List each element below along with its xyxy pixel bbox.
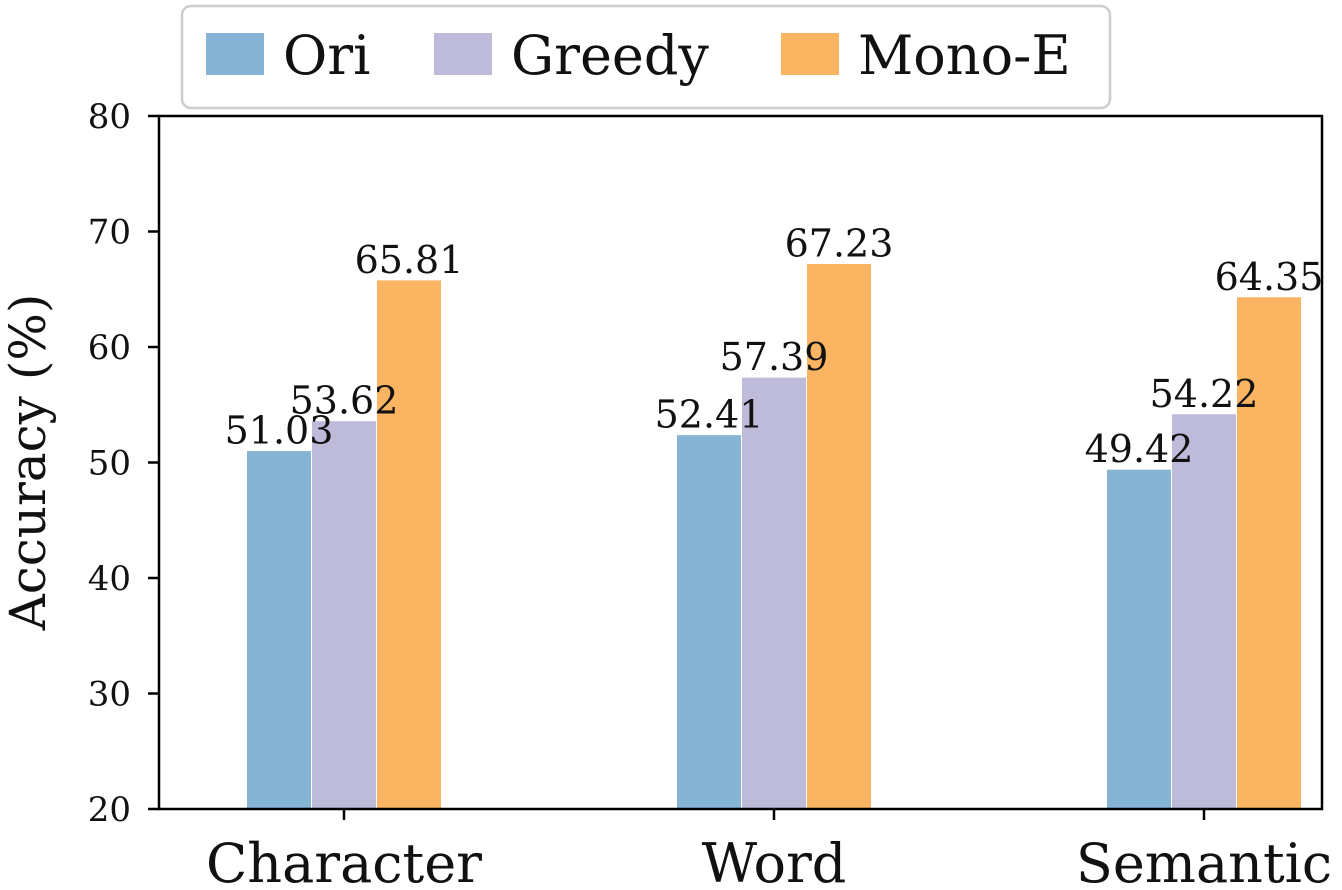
- data-label-mono-e-semantic: 64.35: [1215, 255, 1324, 299]
- x-axis: Character Word Semantic: [206, 809, 1332, 890]
- y-tick-label: 40: [88, 559, 131, 599]
- bar-ori-word: [676, 434, 742, 810]
- bar-mono-e-character: [376, 279, 442, 810]
- data-label-greedy-character: 53.62: [290, 379, 399, 423]
- y-tick-label: 70: [88, 213, 131, 253]
- legend-label-mono-e: Mono-E: [858, 24, 1071, 87]
- data-labels-layer: 51.03 52.41 49.42 53.62 57.39 54.22 65.81 67.23…: [225, 221, 1324, 471]
- bar-ori-semantic: [1106, 468, 1172, 810]
- legend-swatch-greedy: [434, 33, 492, 75]
- bar-ori-character: [246, 450, 312, 810]
- y-axis-title: Accuracy (%): [0, 294, 57, 632]
- legend-label-ori: Ori: [283, 24, 370, 87]
- legend-swatch-ori: [206, 33, 264, 75]
- bar-mono-e-word: [806, 262, 872, 810]
- bars-layer: [246, 262, 1302, 810]
- data-label-greedy-word: 57.39: [720, 335, 829, 379]
- y-tick-label: 20: [88, 790, 131, 830]
- y-tick-label: 30: [88, 675, 131, 715]
- data-label-mono-e-word: 67.23: [785, 221, 894, 265]
- legend-box: [180, 4, 1112, 110]
- bar-greedy-character: [311, 420, 377, 810]
- data-label-greedy-semantic: 54.22: [1150, 372, 1259, 416]
- y-tick-label: 80: [88, 97, 131, 137]
- y-tick-label: 60: [88, 328, 131, 368]
- bar-greedy-semantic: [1171, 413, 1237, 810]
- y-axis: 20 30 40 50 60 70 80: [88, 97, 159, 830]
- data-label-ori-character: 51.03: [225, 409, 334, 453]
- x-tick-label: Word: [702, 832, 847, 890]
- data-label-ori-word: 52.41: [655, 393, 764, 437]
- legend-swatch-mono-e: [781, 33, 839, 75]
- x-tick-label: Semantic: [1076, 832, 1332, 890]
- data-label-mono-e-character: 65.81: [355, 238, 464, 282]
- x-tick-label: Character: [206, 832, 482, 890]
- legend: Ori Greedy Mono-E: [180, 4, 1112, 110]
- legend-label-greedy: Greedy: [511, 24, 709, 87]
- y-tick-label: 50: [88, 444, 131, 484]
- data-label-ori-semantic: 49.42: [1085, 427, 1194, 471]
- bar-greedy-word: [741, 376, 807, 810]
